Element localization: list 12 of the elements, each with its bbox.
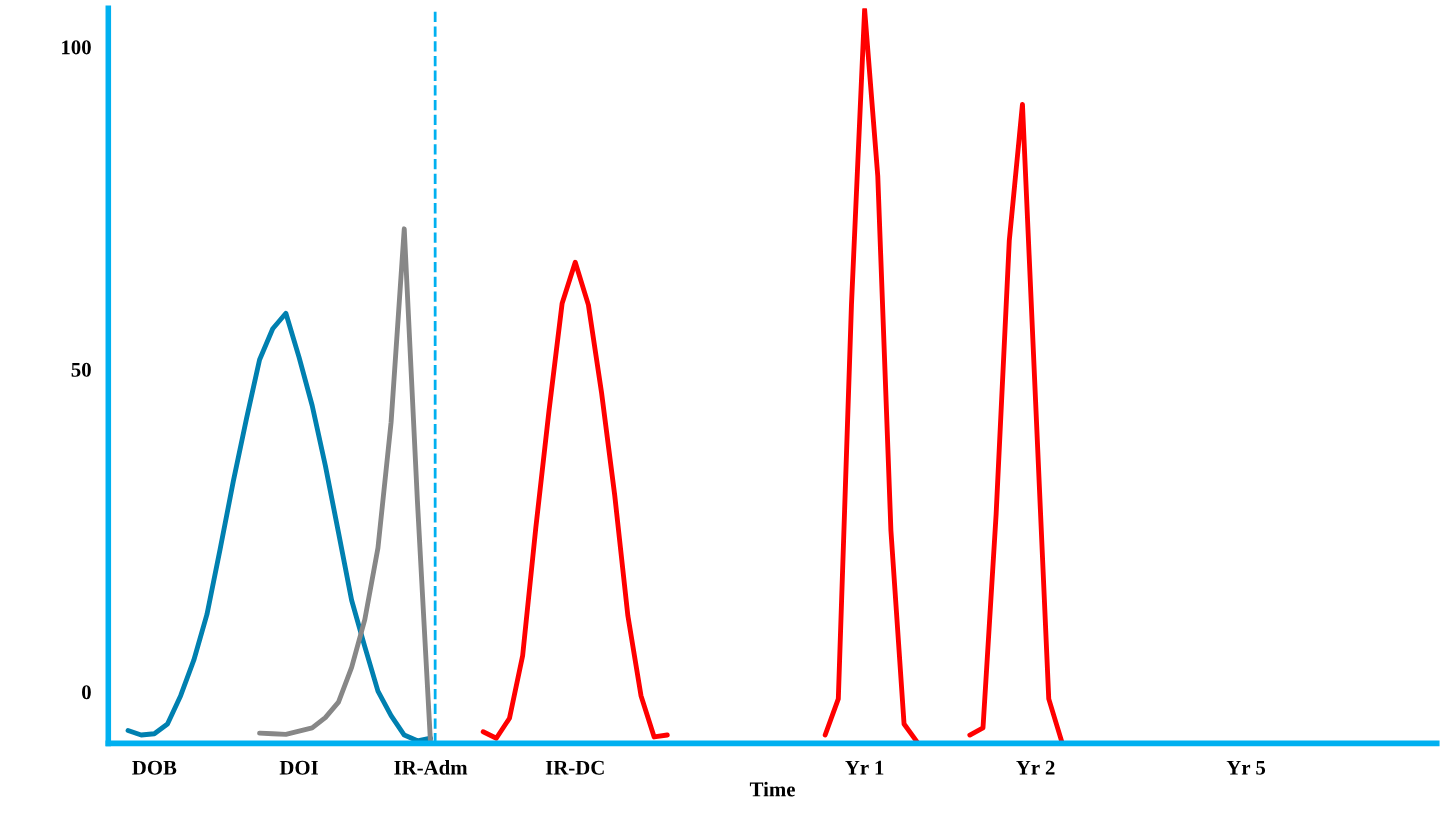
x-tick-label: IR-DC [545,760,604,775]
x-tick-label: DOI [279,760,318,775]
y-tick-label: 50 [71,362,91,377]
x-tick-label: IR-Adm [394,760,468,775]
x-tick-label: Yr 2 [1016,760,1055,775]
x-tick-label: Yr 1 [845,760,884,775]
x-axis-title: Time [749,781,795,797]
x-tick-label: DOB [132,760,177,775]
x-tick-label: Yr 5 [1226,760,1266,775]
y-tick-label: 0 [82,685,91,700]
y-tick-label: 100 [62,40,91,55]
line-series [257,226,433,744]
